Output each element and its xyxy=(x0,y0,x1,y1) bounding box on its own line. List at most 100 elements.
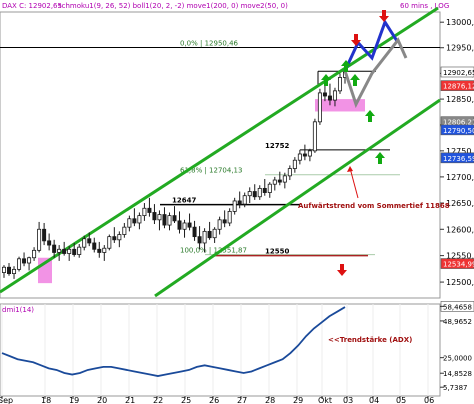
level-label: 0,0% | 12950,46 xyxy=(180,39,239,47)
adx-tick-label: 25,0000 xyxy=(443,355,472,363)
candle-body xyxy=(302,153,307,157)
candle-body xyxy=(237,200,242,205)
adx-panel-label: dmi1(14) xyxy=(2,306,34,314)
buy-arrow xyxy=(375,152,385,164)
x-tick-label: 26 xyxy=(209,396,219,404)
x-tick-label: 06 xyxy=(424,396,434,404)
y-tick-label: 12550,00 xyxy=(446,252,474,261)
candle-body xyxy=(82,238,87,248)
y-tick-label: 12950,00 xyxy=(446,44,474,53)
adx-layer: 58,4658 48,9652 25,0000 14,8528 5,7387 xyxy=(1,301,474,392)
adx-tick-label: 58,4658 xyxy=(443,303,472,311)
y-tick-label: 12600,00 xyxy=(446,225,474,234)
right-price-box xyxy=(440,66,474,78)
candle-body xyxy=(67,248,72,254)
sell-arrow xyxy=(337,264,347,276)
candle-body xyxy=(142,207,147,217)
x-tick-label: 22 xyxy=(153,396,163,404)
right-price-label: 12876,12 xyxy=(443,83,474,91)
candle-body xyxy=(217,219,222,230)
grid-layer xyxy=(1,304,429,396)
forecast-gray-path xyxy=(343,37,408,109)
right-price-label: 12736,59 xyxy=(443,155,474,163)
x-tick-label: 19 xyxy=(69,396,79,404)
candle-body xyxy=(2,266,7,273)
y-tick-label: 12850,00 xyxy=(446,95,474,104)
candle-body xyxy=(277,179,282,183)
channel-layer xyxy=(0,6,441,298)
x-axis: Sep 18 19 20 21 22 25 26 27 28 29 Okt 03 04 05 06 xyxy=(0,396,434,404)
header-instrument: DAX C: 12902,65 xyxy=(2,2,62,10)
candle-body xyxy=(167,215,172,226)
channel-upper-line xyxy=(0,6,439,294)
right-price-label: 12534,99 xyxy=(443,261,474,269)
candle-body xyxy=(62,248,67,254)
candle-body xyxy=(337,77,342,92)
candle-body xyxy=(97,248,102,253)
candle-body xyxy=(87,238,92,244)
sell-arrow xyxy=(351,34,361,46)
x-tick-label: 25 xyxy=(181,396,191,404)
candle-body xyxy=(137,215,142,224)
annotation-pointer-head xyxy=(347,166,353,172)
level-label: 100,0% | 12551,87 xyxy=(180,247,247,255)
y-tick-label: 12700,00 xyxy=(446,173,474,182)
candle-body xyxy=(12,268,17,275)
y-tick-label: 13000,00 xyxy=(446,18,474,27)
header-indicators: schmoku1(9, 26, 52) boll1(20, 2, -2) mov… xyxy=(58,2,288,10)
candle-body xyxy=(282,175,287,183)
adx-line xyxy=(1,306,346,377)
right-price-box xyxy=(440,124,474,136)
candle-body xyxy=(207,230,212,239)
candle-body xyxy=(272,179,277,185)
adx-panel-frame xyxy=(0,303,441,397)
candle-body xyxy=(52,244,57,253)
candle-body xyxy=(187,222,192,228)
candle-body xyxy=(182,222,187,230)
candle-body xyxy=(247,191,252,197)
x-tick-label: 29 xyxy=(293,396,303,404)
candle-body xyxy=(77,246,82,255)
right-price-label: 12902,65 xyxy=(443,69,474,77)
arrow-layer xyxy=(321,10,389,276)
x-tick-label: 03 xyxy=(343,396,353,404)
candle-body xyxy=(317,92,322,123)
candle-body xyxy=(232,200,237,212)
candle-body xyxy=(312,121,317,152)
right-price-box xyxy=(440,80,474,91)
candle-body xyxy=(212,228,217,239)
candle-body xyxy=(17,258,22,270)
y-tick-label: 12750,00 xyxy=(446,147,474,156)
candle-body xyxy=(92,242,97,250)
forecast-blue-path xyxy=(343,18,400,72)
candle-body xyxy=(72,248,77,255)
candle-body xyxy=(27,257,32,264)
x-tick-label: 21 xyxy=(125,396,135,404)
candle-body xyxy=(42,228,47,242)
candle-body xyxy=(177,220,182,230)
candle-body xyxy=(227,211,232,224)
level-label: 12550 xyxy=(265,248,289,256)
adx-tick-label: 5,7387 xyxy=(443,384,468,392)
x-tick-label: Okt xyxy=(318,396,332,404)
candle-body xyxy=(202,230,207,244)
candle-body xyxy=(152,212,157,221)
forecast-layer xyxy=(343,18,408,109)
candle-body xyxy=(222,219,227,224)
adx-tick-label: 48,9652 xyxy=(443,318,472,326)
x-tick-label: 28 xyxy=(265,396,275,404)
annotation-pointer xyxy=(349,167,359,199)
candle-body xyxy=(172,215,177,222)
candle-body xyxy=(257,187,262,198)
header-timeframe: 60 mins , LOG xyxy=(400,2,449,10)
pink-zone-right xyxy=(315,99,365,112)
x-tick-label: 18 xyxy=(41,396,51,404)
candle-body xyxy=(287,168,292,177)
candle-body xyxy=(262,187,267,193)
right-price-box xyxy=(440,258,474,269)
sell-arrow xyxy=(379,10,389,22)
candle-body xyxy=(332,90,337,101)
price-panel-frame xyxy=(0,11,441,299)
candle-body xyxy=(132,218,137,224)
